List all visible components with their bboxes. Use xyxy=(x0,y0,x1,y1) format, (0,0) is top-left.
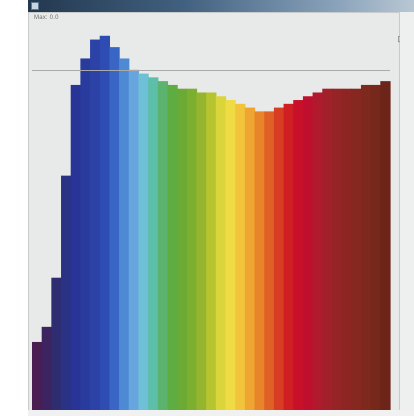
histogram-bar xyxy=(380,81,391,410)
histogram-bar xyxy=(32,341,43,410)
histogram-bar xyxy=(80,58,91,411)
histogram-bar xyxy=(90,39,101,411)
histogram-bar xyxy=(196,92,207,411)
window-left-margin xyxy=(0,0,28,416)
histogram-bar xyxy=(341,88,352,410)
histogram-bar xyxy=(206,92,217,411)
histogram-bar xyxy=(331,88,343,410)
histogram-bar xyxy=(167,84,178,411)
histogram-bar xyxy=(254,111,265,410)
histogram-bar xyxy=(302,96,314,410)
histogram-bar xyxy=(186,88,198,410)
histogram-bar xyxy=(283,103,294,410)
histogram-bar xyxy=(322,88,333,410)
histogram-bar xyxy=(215,96,227,410)
histogram-bar xyxy=(157,81,169,410)
histogram-bar xyxy=(109,47,120,411)
histogram-bar xyxy=(264,111,275,410)
histogram-bar xyxy=(41,326,52,410)
histogram-bar xyxy=(273,107,285,410)
histogram-bar xyxy=(128,69,140,411)
histogram-bar xyxy=(148,77,159,411)
window-icon xyxy=(31,2,39,10)
status-text: Max: 0.0 xyxy=(34,15,59,21)
histogram-bar xyxy=(293,100,304,410)
histogram-bar xyxy=(360,84,372,411)
histogram-bar xyxy=(312,92,323,411)
histogram-bar xyxy=(235,103,246,410)
histogram-bar xyxy=(99,35,111,410)
histogram-bar xyxy=(138,73,149,410)
histogram-plot xyxy=(32,30,391,411)
histogram-bar xyxy=(370,84,381,411)
histogram-bar xyxy=(351,88,362,410)
histogram-bar xyxy=(51,277,62,410)
title-bar[interactable] xyxy=(28,0,414,12)
bottom-border xyxy=(28,410,414,416)
histogram-svg xyxy=(32,35,391,411)
histogram-bar xyxy=(70,84,81,411)
histogram-bar xyxy=(244,107,256,410)
histogram-bar xyxy=(225,100,236,410)
histogram-bar xyxy=(177,88,188,410)
histogram-bar xyxy=(61,175,72,410)
right-border xyxy=(400,12,414,416)
clip-threshold-line xyxy=(32,70,390,71)
histogram-bar xyxy=(119,58,130,411)
